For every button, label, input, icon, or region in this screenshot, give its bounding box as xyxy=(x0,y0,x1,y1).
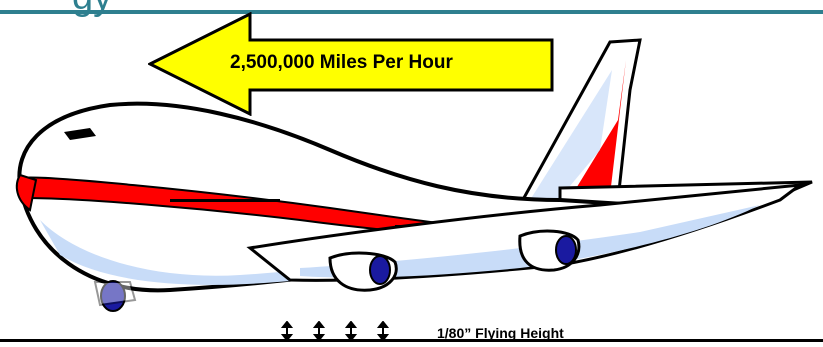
ground-line xyxy=(0,339,823,342)
cockpit-windows xyxy=(64,128,96,140)
nose-cone xyxy=(15,173,38,212)
speed-arrow xyxy=(148,12,554,116)
flying-height-label: 1/80” Flying Height xyxy=(437,325,564,341)
engine-left xyxy=(328,251,398,292)
gap-arrow-icon xyxy=(376,321,390,341)
gap-arrow-icon xyxy=(344,321,358,341)
title-underline xyxy=(0,10,823,14)
speed-label: 2,500,000 Miles Per Hour xyxy=(230,52,453,73)
gap-marker-arrows xyxy=(280,321,390,341)
tail-shade xyxy=(530,70,612,200)
gap-arrow-icon xyxy=(280,321,294,341)
title-banner: gy xyxy=(0,0,823,20)
gap-arrow-icon xyxy=(312,321,326,341)
landing-gear xyxy=(93,280,137,312)
tail-stripe xyxy=(572,60,626,195)
engine-right xyxy=(518,229,581,272)
